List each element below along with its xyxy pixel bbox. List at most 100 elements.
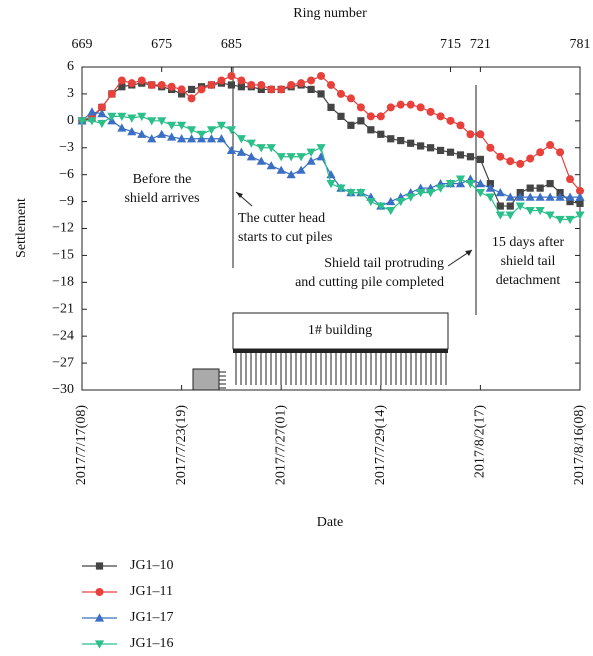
marker xyxy=(515,202,525,211)
marker xyxy=(535,206,545,216)
marker xyxy=(87,107,97,116)
x2-tick-label: 715 xyxy=(440,37,461,52)
x-tick-label: 2017/8/2(17) xyxy=(473,405,488,478)
arrow-head xyxy=(236,192,243,198)
marker xyxy=(94,640,105,649)
annotation: detachment xyxy=(496,273,561,288)
marker xyxy=(177,85,186,94)
marker xyxy=(236,147,246,156)
legend-label: JG1–10 xyxy=(130,558,174,573)
marker xyxy=(177,134,187,143)
x-tick-label: 2017/7/27(01) xyxy=(273,405,288,485)
marker xyxy=(417,142,425,150)
x-tick-label: 2017/7/23(19) xyxy=(174,405,189,485)
marker xyxy=(266,144,276,153)
marker xyxy=(376,202,386,211)
marker xyxy=(426,189,436,198)
y-title: Settlement xyxy=(14,198,29,258)
marker xyxy=(226,145,236,155)
marker xyxy=(137,76,146,85)
annotation: and cutting pile completed xyxy=(295,275,444,290)
marker xyxy=(236,135,246,144)
y-tick-label: −6 xyxy=(59,167,74,182)
marker xyxy=(387,135,395,143)
marker xyxy=(466,153,475,161)
marker xyxy=(316,144,326,153)
marker xyxy=(286,153,296,162)
marker xyxy=(326,180,336,189)
marker xyxy=(77,117,87,126)
marker xyxy=(317,90,325,98)
x2-tick-label: 669 xyxy=(72,37,93,52)
marker xyxy=(157,117,167,126)
marker xyxy=(505,211,515,220)
marker xyxy=(327,80,335,89)
legend: JG1–10 JG1–11 JG1–17 JG1–16 xyxy=(82,558,174,651)
marker xyxy=(336,89,345,98)
marker xyxy=(575,192,585,201)
marker xyxy=(545,211,555,220)
marker xyxy=(566,197,574,206)
marker xyxy=(495,188,505,197)
marker xyxy=(157,80,166,89)
annotation: 15 days after xyxy=(492,235,565,250)
marker xyxy=(277,85,286,94)
marker xyxy=(466,130,475,139)
marker xyxy=(376,112,385,121)
marker xyxy=(516,159,525,168)
marker xyxy=(186,134,197,143)
marker xyxy=(306,148,316,157)
annotation: The cutter head xyxy=(238,211,325,226)
marker xyxy=(147,80,156,89)
y-tick-label: 6 xyxy=(67,59,74,74)
marker xyxy=(296,165,306,174)
marker xyxy=(556,148,565,157)
marker xyxy=(117,112,127,121)
marker xyxy=(286,170,296,179)
marker xyxy=(257,85,265,94)
marker xyxy=(127,114,137,123)
marker xyxy=(178,90,186,98)
marker xyxy=(396,100,405,109)
marker xyxy=(357,117,365,125)
marker xyxy=(177,121,187,130)
marker xyxy=(465,180,476,189)
marker xyxy=(526,184,534,192)
marker xyxy=(495,211,505,220)
marker xyxy=(406,100,415,109)
marker xyxy=(297,79,306,88)
y-tick-label: −12 xyxy=(52,221,74,236)
marker xyxy=(137,112,147,121)
building-label: 1# building xyxy=(308,323,372,338)
arrow-head xyxy=(465,250,472,256)
marker xyxy=(216,121,227,130)
marker xyxy=(246,152,256,161)
x2-tick-label: 675 xyxy=(151,37,172,52)
marker xyxy=(416,103,425,112)
marker xyxy=(247,80,256,89)
legend-label: JG1–17 xyxy=(130,610,174,625)
x-title: Date xyxy=(317,515,343,530)
y-tick-label: −27 xyxy=(52,355,74,370)
marker xyxy=(307,76,316,85)
marker xyxy=(296,153,306,162)
marker xyxy=(386,103,395,112)
y-tick-label: −30 xyxy=(52,382,74,397)
marker xyxy=(506,202,514,210)
marker xyxy=(366,197,376,207)
marker xyxy=(476,155,484,164)
marker xyxy=(327,103,335,111)
x2-tick-label: 685 xyxy=(221,37,242,52)
marker xyxy=(306,156,316,165)
marker xyxy=(147,117,157,126)
marker xyxy=(256,144,266,153)
marker xyxy=(525,192,535,201)
marker xyxy=(317,71,326,80)
marker xyxy=(196,130,207,139)
annotation: Shield tail protruding xyxy=(324,256,444,271)
marker xyxy=(347,121,355,129)
annotation: shield tail xyxy=(501,254,556,269)
marker xyxy=(575,211,585,220)
y-tick-label: −15 xyxy=(52,248,74,263)
marker xyxy=(276,165,286,174)
